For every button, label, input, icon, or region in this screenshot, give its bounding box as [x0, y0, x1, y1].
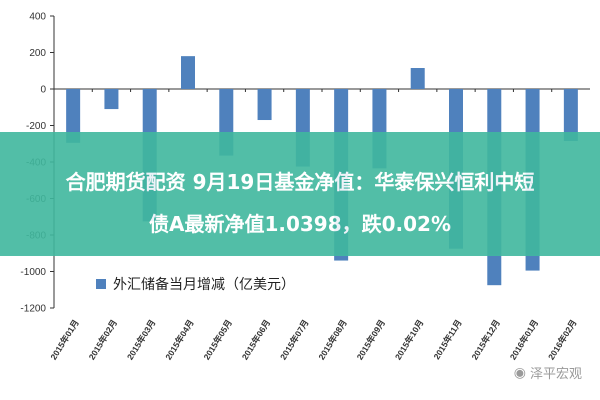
bar [181, 56, 195, 89]
y-tick-label: -1000 [20, 267, 46, 278]
headline-line-1: 合肥期货配资 9月19日基金净值：华泰保兴恒利中短 [65, 170, 535, 194]
x-tick-label: 2015年05月 [201, 318, 234, 362]
x-tick-label: 2015年03月 [125, 318, 158, 362]
bar [563, 89, 578, 142]
y-tick-label: -200 [26, 121, 46, 132]
x-tick-label: 2015年04月 [163, 318, 196, 362]
legend-label: 外汇储备当月增减（亿美元） [113, 276, 295, 293]
bar [257, 89, 272, 121]
watermark-text: 泽平宏观 [529, 367, 582, 382]
bar [410, 68, 425, 89]
legend: 外汇储备当月增减（亿美元） [96, 276, 295, 293]
x-tick-label: 2015年02月 [87, 318, 120, 362]
bar [104, 89, 119, 110]
y-tick-label: -1200 [20, 304, 46, 315]
y-tick-label: 0 [40, 85, 46, 96]
x-tick-label: 2015年01月 [48, 318, 81, 362]
x-tick-label: 2015年08月 [316, 318, 349, 362]
y-tick-label: 200 [29, 48, 46, 59]
y-tick-label: 400 [29, 12, 46, 23]
x-tick-label: 2015年10月 [393, 318, 426, 362]
headline-banner: 合肥期货配资 9月19日基金净值：华泰保兴恒利中短 债A最新净值1.0398，跌… [0, 132, 600, 256]
watermark: ◉ 泽平宏观 [513, 363, 582, 383]
x-tick-label: 2016年02月 [546, 318, 579, 362]
x-tick-label: 2015年09月 [355, 318, 388, 362]
legend-swatch [96, 279, 106, 289]
x-tick-label: 2015年06月 [240, 318, 273, 362]
wechat-icon: ◉ [513, 364, 526, 381]
x-tick-label: 2015年12月 [469, 318, 502, 362]
bar [66, 89, 81, 143]
x-tick-label: 2016年01月 [508, 318, 541, 362]
x-tick-label: 2015年07月 [278, 318, 311, 362]
headline-line-2: 债A最新净值1.0398，跌0.02% [148, 212, 452, 236]
x-tick-label: 2015年11月 [431, 318, 463, 361]
